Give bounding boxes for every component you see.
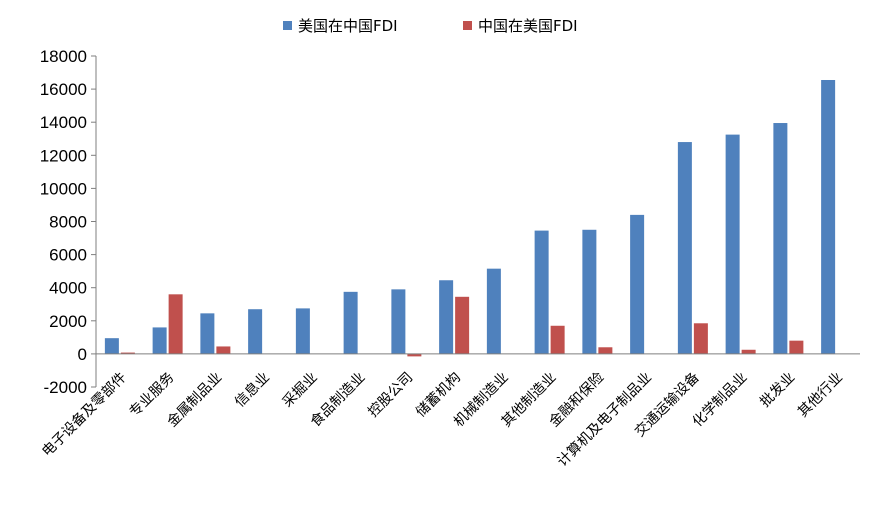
legend-swatch [463, 21, 472, 30]
y-tick-label: -2000 [44, 378, 87, 397]
y-tick-label: 10000 [40, 179, 87, 198]
y-tick-label: 4000 [49, 279, 87, 298]
bar-series-2 [550, 325, 565, 354]
bar-series-1 [582, 229, 597, 354]
bar-series-1 [534, 230, 549, 354]
bar-series-1 [439, 280, 454, 354]
bar-series-1 [677, 142, 692, 354]
bar-series-1 [725, 134, 740, 354]
y-tick-label: 12000 [40, 146, 87, 165]
x-tick-label: 采掘业 [280, 370, 321, 411]
bar-series-1 [821, 79, 836, 354]
y-tick-label: 14000 [40, 113, 87, 132]
bars [104, 79, 836, 357]
legend-swatch [283, 21, 292, 30]
legend-label: 中国在美国FDI [478, 17, 578, 35]
bar-series-2 [407, 353, 422, 357]
legend-label: 美国在中国FDI [298, 17, 398, 35]
x-tick-label: 信息业 [231, 369, 273, 411]
y-tick-label: 2000 [49, 312, 87, 331]
bar-series-2 [789, 340, 804, 354]
legend: 美国在中国FDI 中国在美国FDI [283, 17, 578, 35]
y-axis: -2000 0 2000 4000 6000 8000 10000 12000 14000 160… [40, 47, 97, 397]
y-tick-label: 8000 [49, 213, 87, 232]
bar-series-1 [630, 214, 645, 354]
x-tick-label: 控股公司 [365, 370, 416, 421]
bar-series-2 [693, 323, 708, 354]
bar-series-1 [104, 338, 119, 354]
bar-series-1 [248, 309, 263, 354]
bar-series-1 [200, 313, 215, 354]
x-tick-label: 批发业 [757, 370, 798, 411]
y-tick-label: 16000 [40, 80, 87, 99]
bar-series-2 [598, 347, 613, 354]
bar-series-2 [216, 346, 231, 354]
x-tick-label: 其他行业 [795, 370, 846, 421]
bar-series-1 [486, 268, 501, 354]
bar-series-1 [152, 327, 167, 354]
bar-series-2 [741, 349, 756, 354]
bar-series-1 [343, 291, 358, 354]
y-tick-label: 0 [78, 345, 87, 364]
y-tick-label: 6000 [49, 246, 87, 265]
bar-series-1 [295, 308, 310, 354]
bar-series-1 [773, 123, 788, 354]
y-tick-label: 18000 [40, 47, 87, 66]
bar-series-2 [168, 294, 183, 354]
bar-series-2 [120, 352, 135, 354]
bar-series-1 [391, 289, 406, 354]
bar-series-2 [455, 296, 470, 354]
